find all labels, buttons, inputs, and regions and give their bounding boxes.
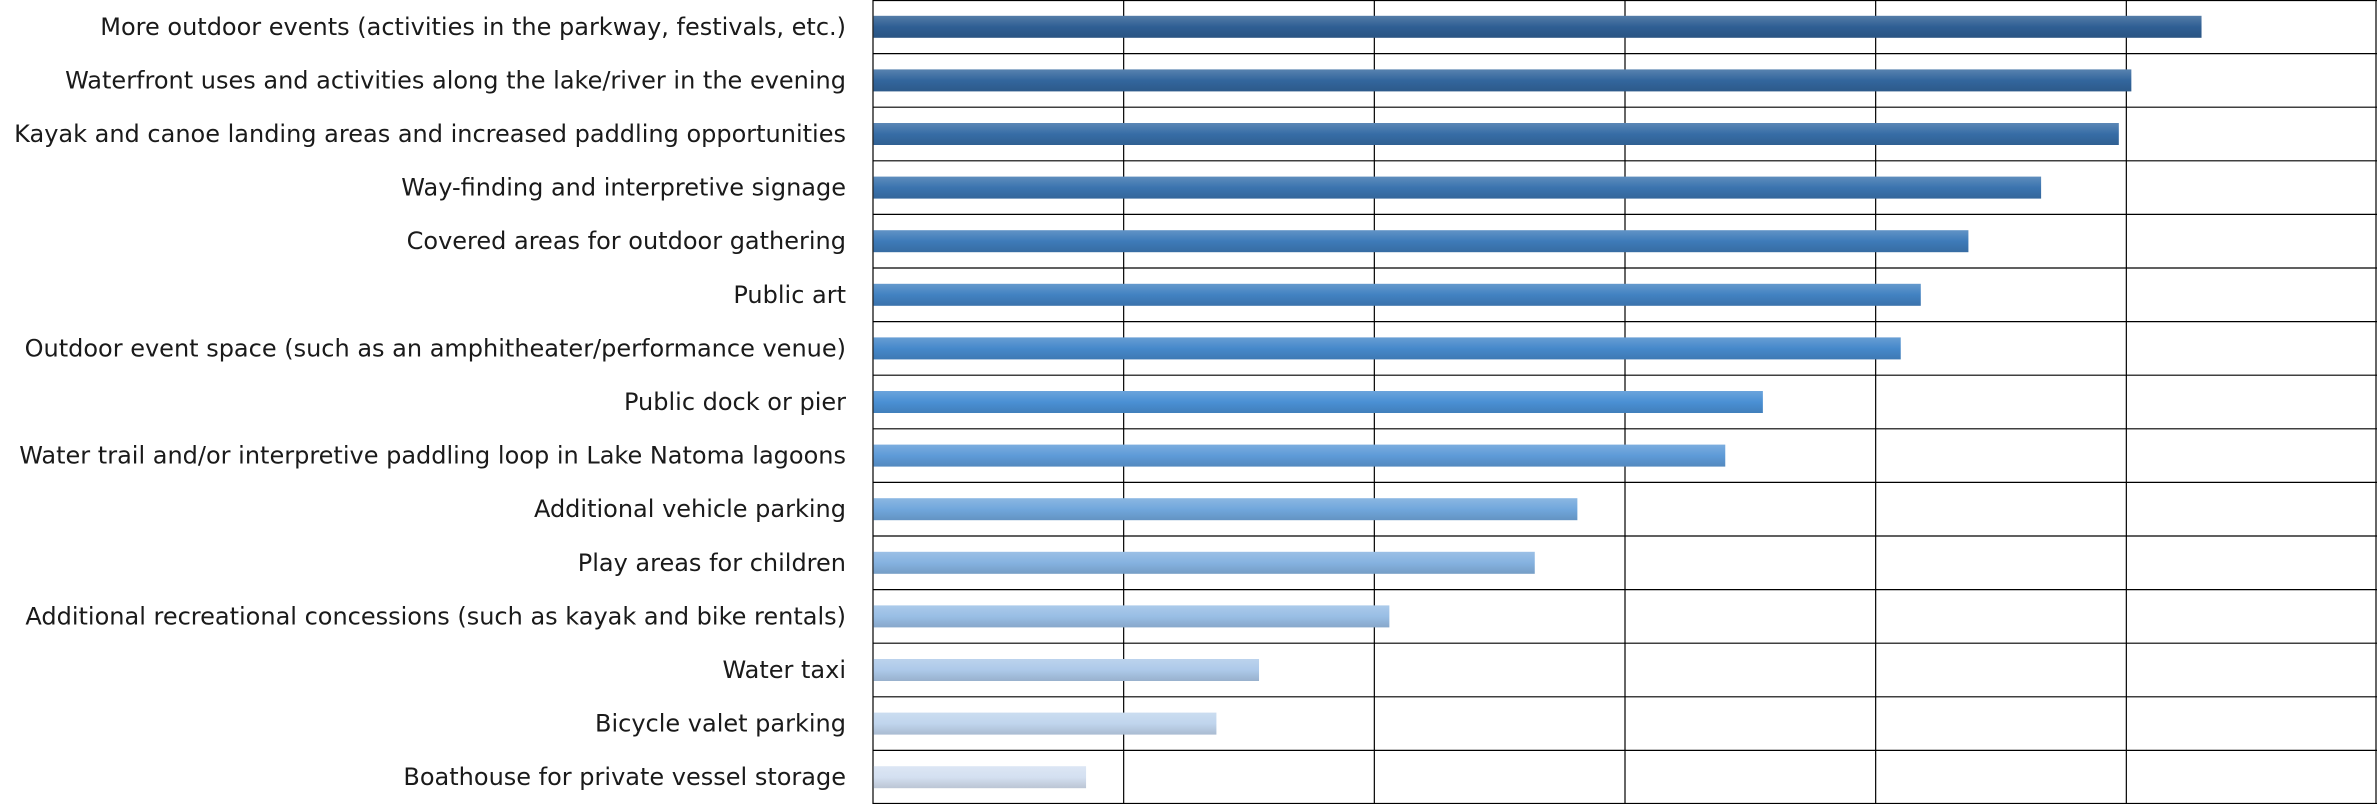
bar — [873, 15, 2202, 38]
bar — [873, 230, 1969, 253]
category-label: Waterfront uses and activities along the… — [65, 66, 846, 94]
category-label: Public art — [733, 281, 846, 309]
category-label: Covered areas for outdoor gathering — [407, 227, 846, 255]
category-label: Outdoor event space (such as an amphithe… — [25, 334, 846, 362]
category-label: Water taxi — [722, 656, 846, 684]
bar — [873, 551, 1535, 574]
bar — [873, 391, 1763, 413]
bar — [873, 605, 1390, 628]
bar — [873, 498, 1578, 521]
bar — [873, 444, 1726, 467]
category-label: Public dock or pier — [624, 388, 846, 416]
bar — [873, 712, 1217, 735]
category-label: Bicycle valet parking — [595, 710, 846, 738]
bar — [873, 283, 1921, 306]
category-label: Additional recreational concessions (suc… — [25, 602, 846, 630]
category-label: Additional vehicle parking — [534, 495, 846, 523]
bar — [873, 766, 1087, 789]
category-label-layer: More outdoor events (activities in the p… — [14, 13, 846, 791]
bar — [873, 337, 1901, 360]
category-label: Kayak and canoe landing areas and increa… — [14, 120, 846, 148]
category-label: Water trail and/or interpretive paddling… — [19, 442, 846, 470]
bar — [873, 659, 1260, 681]
category-label: More outdoor events (activities in the p… — [100, 13, 846, 41]
bar — [873, 176, 2042, 199]
category-label: Boathouse for private vessel storage — [403, 763, 846, 791]
bar — [873, 69, 2132, 92]
bar-layer — [873, 15, 2202, 789]
category-label: Play areas for children — [578, 549, 846, 577]
category-label: Way-finding and interpretive signage — [401, 174, 846, 202]
bar — [873, 123, 2119, 145]
